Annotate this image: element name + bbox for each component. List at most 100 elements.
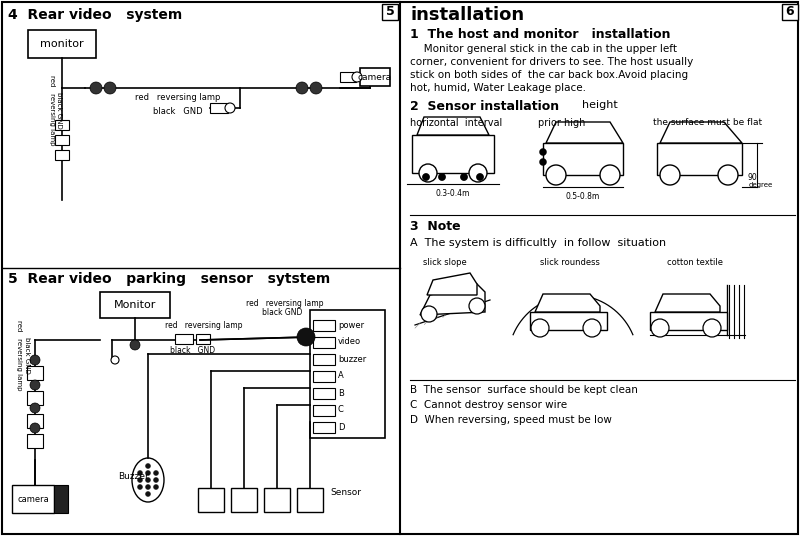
Polygon shape <box>427 273 477 295</box>
Polygon shape <box>660 122 742 143</box>
Bar <box>231 488 257 512</box>
Circle shape <box>718 165 738 185</box>
Text: 5  Rear video   parking   sensor   sytstem: 5 Rear video parking sensor sytstem <box>8 272 330 286</box>
Bar <box>313 354 335 365</box>
Text: red   reversing lamp: red reversing lamp <box>16 320 22 390</box>
Text: 1  The host and monitor   installation: 1 The host and monitor installation <box>410 28 670 41</box>
Circle shape <box>421 306 437 322</box>
Bar <box>196 334 210 344</box>
Circle shape <box>154 485 158 489</box>
Circle shape <box>154 471 158 475</box>
Circle shape <box>146 492 150 496</box>
Text: 2  Sensor installation: 2 Sensor installation <box>410 100 559 113</box>
Bar <box>310 310 385 438</box>
Bar <box>54 485 68 513</box>
Text: Buzzer: Buzzer <box>118 472 149 481</box>
Text: red   reversing lamp: red reversing lamp <box>49 75 55 145</box>
Text: camera: camera <box>358 72 392 81</box>
Polygon shape <box>417 117 489 135</box>
Text: 5: 5 <box>386 5 394 18</box>
Bar <box>313 320 335 331</box>
Polygon shape <box>655 294 720 312</box>
Bar <box>27 414 43 428</box>
Text: red   reversing lamp: red reversing lamp <box>135 93 221 102</box>
Text: corner, convenient for drivers to see. The host usually: corner, convenient for drivers to see. T… <box>410 57 694 67</box>
Circle shape <box>422 174 430 181</box>
Text: Sensor: Sensor <box>330 488 361 497</box>
Bar <box>313 337 335 348</box>
Circle shape <box>138 485 142 489</box>
Text: 6: 6 <box>786 5 794 18</box>
Circle shape <box>539 148 546 155</box>
Bar <box>313 388 335 399</box>
Text: prior high: prior high <box>538 118 586 128</box>
Circle shape <box>477 174 483 181</box>
Text: height: height <box>582 100 618 110</box>
Text: slick slope: slick slope <box>423 258 467 267</box>
Text: power: power <box>338 321 364 330</box>
Circle shape <box>138 471 142 475</box>
Circle shape <box>90 82 102 94</box>
Bar <box>313 405 335 416</box>
Text: 4  Rear video   system: 4 Rear video system <box>8 8 182 22</box>
Circle shape <box>297 328 315 346</box>
Bar <box>340 72 356 82</box>
Text: the surface must be flat: the surface must be flat <box>653 118 762 127</box>
Bar <box>210 103 228 113</box>
Circle shape <box>104 82 116 94</box>
Circle shape <box>469 298 485 314</box>
Text: red   reversing lamp: red reversing lamp <box>246 299 324 308</box>
Text: 90: 90 <box>748 173 758 182</box>
Bar <box>12 485 54 513</box>
Circle shape <box>154 478 158 482</box>
Text: video: video <box>338 338 361 346</box>
Circle shape <box>111 356 119 364</box>
Bar <box>657 143 742 175</box>
Bar <box>27 434 43 448</box>
Bar <box>412 135 494 173</box>
Bar <box>543 143 623 175</box>
Text: Monitor general stick in the cab in the upper left: Monitor general stick in the cab in the … <box>414 44 677 54</box>
Bar <box>27 366 43 380</box>
Circle shape <box>30 403 40 413</box>
Circle shape <box>583 319 601 337</box>
Bar <box>360 68 390 86</box>
Polygon shape <box>535 294 600 312</box>
Circle shape <box>146 464 150 468</box>
Text: black   GND: black GND <box>170 346 215 355</box>
Circle shape <box>438 174 446 181</box>
Text: C  Cannot destroy sensor wire: C Cannot destroy sensor wire <box>410 400 567 410</box>
Circle shape <box>703 319 721 337</box>
Text: hot, humid, Water Leakage place.: hot, humid, Water Leakage place. <box>410 83 586 93</box>
Bar <box>55 120 69 130</box>
Circle shape <box>30 380 40 390</box>
Circle shape <box>146 485 150 489</box>
Circle shape <box>138 478 142 482</box>
Bar <box>782 4 798 20</box>
Ellipse shape <box>132 458 164 502</box>
Circle shape <box>461 174 467 181</box>
Circle shape <box>296 82 308 94</box>
Text: camera: camera <box>17 495 49 503</box>
Circle shape <box>660 165 680 185</box>
Circle shape <box>539 159 546 166</box>
Bar <box>27 391 43 405</box>
Circle shape <box>546 165 566 185</box>
Bar <box>313 371 335 382</box>
Text: black   GND: black GND <box>153 108 203 116</box>
Text: 3  Note: 3 Note <box>410 220 461 233</box>
Polygon shape <box>530 312 607 330</box>
Polygon shape <box>650 312 727 330</box>
Circle shape <box>30 423 40 433</box>
Circle shape <box>651 319 669 337</box>
Polygon shape <box>546 122 623 143</box>
Text: B  The sensor  surface should be kept clean: B The sensor surface should be kept clea… <box>410 385 638 395</box>
Bar <box>382 4 398 20</box>
Text: D  When reversing, speed must be low: D When reversing, speed must be low <box>410 415 612 425</box>
Circle shape <box>352 72 362 82</box>
Text: Monitor: Monitor <box>114 300 156 310</box>
Bar <box>55 150 69 160</box>
Text: A: A <box>338 371 344 381</box>
Text: C: C <box>338 406 344 414</box>
Text: stick on both sides of  the car back box.Avoid placing: stick on both sides of the car back box.… <box>410 70 688 80</box>
